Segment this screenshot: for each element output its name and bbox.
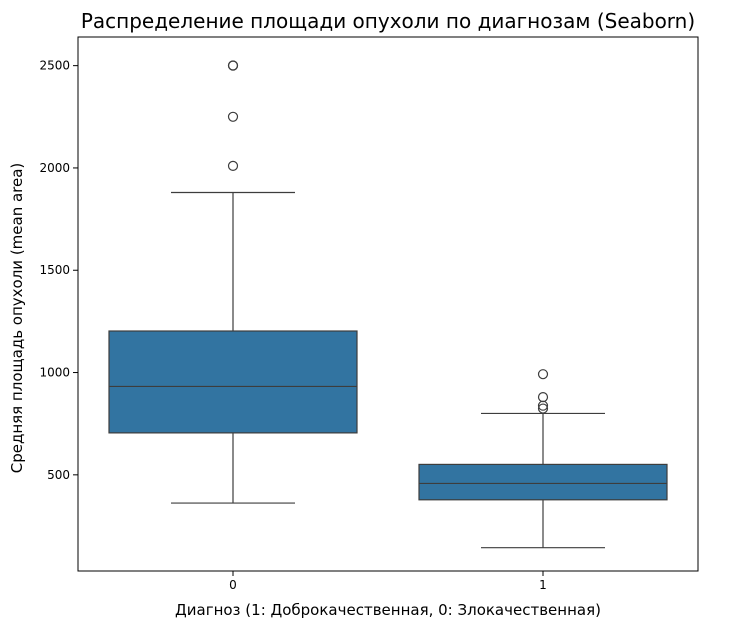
x-tick-label: 0: [229, 578, 237, 592]
y-tick-label: 1000: [39, 366, 70, 380]
outlier-point: [227, 160, 239, 171]
y-tick-label: 1500: [39, 263, 70, 277]
outlier-point: [537, 403, 549, 414]
outlier-point: [227, 60, 239, 71]
y-tick-label: 2500: [39, 59, 70, 73]
plot-area: 500 1000 1500 2000 2500 0 1: [39, 36, 699, 592]
x-tick-label: 1: [539, 578, 547, 592]
box-iqr: [108, 330, 358, 434]
y-tick-label: 2000: [39, 161, 70, 175]
outlier-point: [227, 111, 239, 122]
outlier-point: [537, 369, 549, 380]
box-iqr: [418, 463, 668, 501]
y-tick-label: 500: [47, 468, 70, 482]
x-axis-label: Диагноз (1: Доброкачественная, 0: Злокач…: [175, 601, 601, 619]
y-axis-label: Средняя площадь опухоли (mean area): [8, 163, 26, 474]
chart-title: Распределение площади опухоли по диагноз…: [81, 9, 695, 33]
outlier-point: [537, 391, 549, 403]
outlier-point: [537, 400, 549, 411]
plot-frame: [77, 36, 699, 572]
